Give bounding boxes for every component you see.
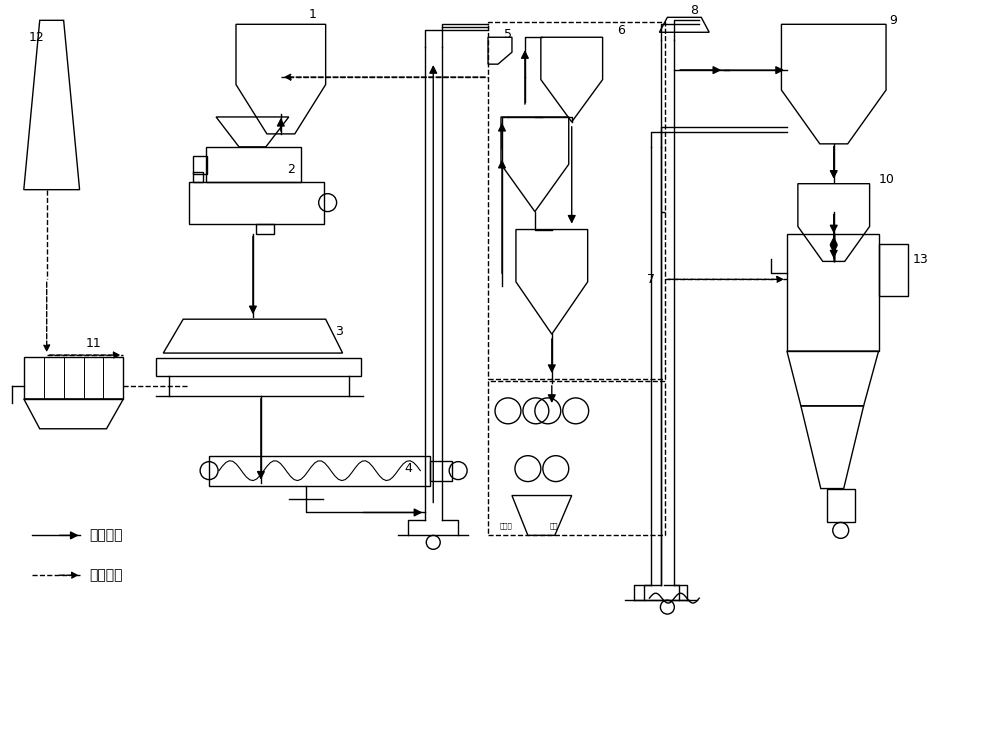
Text: 玉燃料: 玉燃料: [500, 522, 513, 529]
Bar: [209, 456, 430, 485]
Bar: [156, 358, 361, 376]
Text: 3: 3: [335, 325, 343, 338]
Text: 9: 9: [890, 14, 897, 27]
Text: 12: 12: [29, 31, 45, 44]
Bar: [827, 488, 855, 522]
Bar: [24, 357, 123, 399]
Bar: [787, 233, 879, 351]
Bar: [193, 156, 207, 173]
Text: 4: 4: [404, 462, 412, 475]
Text: 5: 5: [504, 27, 512, 41]
Text: 碎料: 碎料: [550, 522, 558, 529]
Text: 8: 8: [690, 4, 698, 17]
Text: 2: 2: [287, 163, 295, 176]
Text: 物料流程: 物料流程: [90, 528, 123, 542]
Bar: [189, 182, 324, 224]
Bar: [430, 461, 452, 481]
Text: 1: 1: [309, 8, 317, 21]
Bar: [206, 147, 301, 182]
Bar: [488, 22, 665, 379]
Bar: [193, 172, 203, 182]
Text: 10: 10: [879, 173, 894, 186]
Bar: [488, 381, 665, 536]
Text: 13: 13: [913, 253, 928, 266]
Bar: [256, 224, 274, 233]
Text: 6: 6: [618, 24, 625, 37]
Text: 气体流程: 气体流程: [90, 568, 123, 582]
Text: 7: 7: [647, 273, 655, 286]
Bar: [879, 245, 908, 296]
Text: 11: 11: [86, 336, 101, 350]
